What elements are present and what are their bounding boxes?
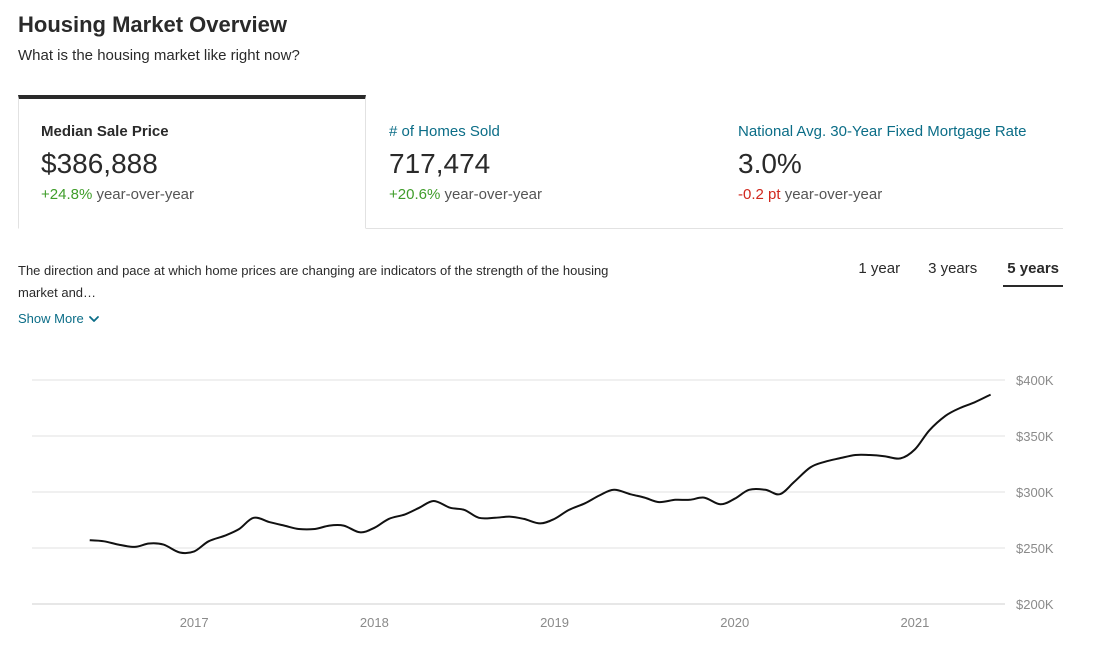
tab-3-years[interactable]: 3 years: [928, 260, 978, 277]
change-amount: +24.8%: [41, 186, 93, 203]
median-price-chart: $200K $250K $300K $350K $400K 2017 2018 2019 202…: [32, 373, 1054, 630]
show-more-label: Show More: [18, 311, 84, 326]
description-text: The direction and pace at which home pri…: [18, 263, 609, 300]
x-tick-label: 2017: [180, 615, 209, 630]
stat-value: $386,888: [41, 148, 158, 179]
stat-change: -0.2 pt year-over-year: [738, 186, 1041, 203]
stat-card-mortgage-rate[interactable]: National Avg. 30-Year Fixed Mortgage Rat…: [716, 95, 1063, 229]
stat-label: National Avg. 30-Year Fixed Mortgage Rat…: [738, 123, 1027, 140]
x-tick-label: 2019: [540, 615, 569, 630]
stat-card-median-sale-price[interactable]: Median Sale Price $386,888 +24.8% year-o…: [18, 95, 366, 229]
stats-tabs: Median Sale Price $386,888 +24.8% year-o…: [18, 95, 1063, 229]
page-subtitle: What is the housing market like right no…: [18, 47, 300, 64]
tab-1-year[interactable]: 1 year: [858, 260, 901, 277]
change-suffix: year-over-year: [440, 186, 542, 203]
x-tick-label: 2020: [720, 615, 749, 630]
change-amount: -0.2 pt: [738, 186, 781, 203]
time-range-tabs: 1 year 3 years 5 years: [856, 258, 1063, 287]
tab-5-years[interactable]: 5 years: [1003, 258, 1063, 287]
y-tick-label: $200K: [1016, 597, 1054, 612]
y-tick-label: $250K: [1016, 541, 1054, 556]
stat-label: Median Sale Price: [41, 123, 169, 140]
y-tick-label: $400K: [1016, 373, 1054, 388]
stat-label: # of Homes Sold: [389, 123, 500, 140]
median-price-line: [89, 393, 992, 555]
stat-value: 717,474: [389, 148, 491, 179]
stat-value: 3.0%: [738, 148, 802, 179]
stat-change: +20.6% year-over-year: [389, 186, 693, 203]
change-amount: +20.6%: [389, 186, 441, 203]
x-tick-label: 2018: [360, 615, 389, 630]
stat-change: +24.8% year-over-year: [41, 186, 343, 203]
change-suffix: year-over-year: [780, 186, 883, 203]
chevron-down-icon: [88, 315, 99, 322]
page-title: Housing Market Overview: [18, 12, 287, 37]
x-tick-label: 2021: [900, 615, 929, 630]
y-tick-label: $350K: [1016, 429, 1054, 444]
y-tick-label: $300K: [1016, 485, 1054, 500]
stat-card-homes-sold[interactable]: # of Homes Sold 717,474 +20.6% year-over…: [367, 95, 715, 229]
show-more-link[interactable]: Show More: [18, 311, 100, 326]
change-suffix: year-over-year: [92, 186, 194, 203]
